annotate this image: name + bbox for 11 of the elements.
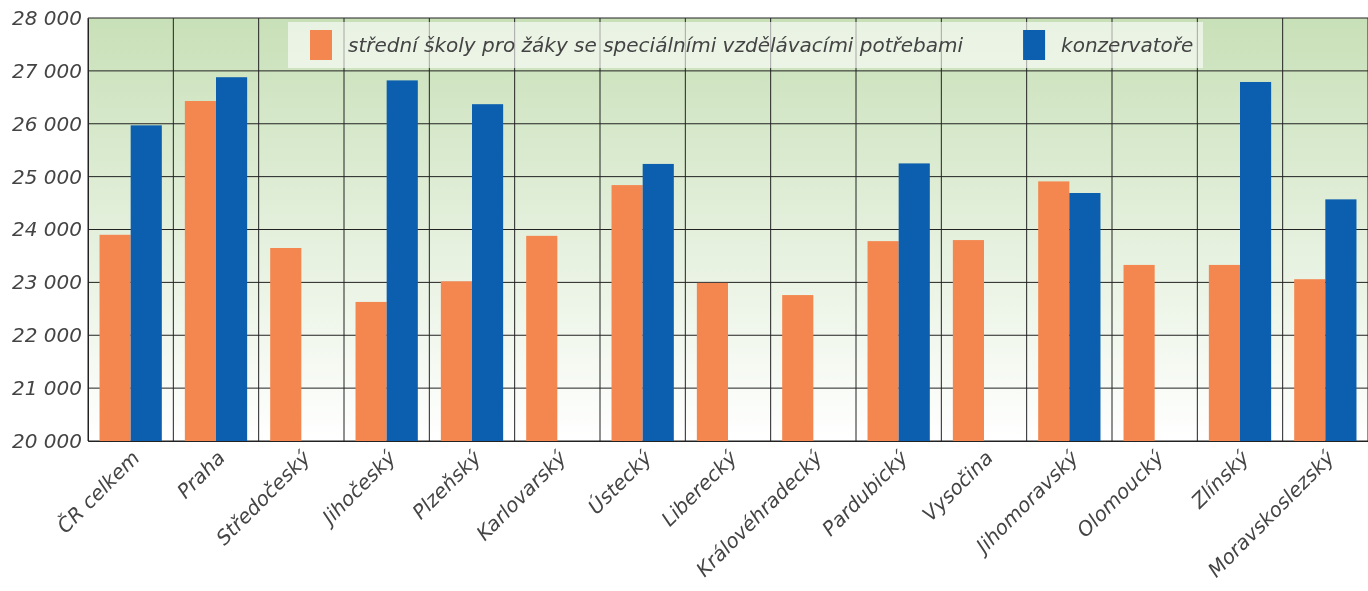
- legend-label: střední školy pro žáky se speciálními vzdělávacími potřebami: [348, 33, 964, 57]
- y-tick-label: 21 000: [12, 376, 82, 401]
- y-tick-label: 28 000: [12, 5, 82, 30]
- y-tick-label: 22 000: [12, 323, 82, 348]
- y-tick-label: 24 000: [12, 217, 82, 242]
- y-tick-label: 23 000: [12, 270, 82, 295]
- y-tick-label: 25 000: [12, 164, 82, 189]
- legend-label: konzervatoře: [1061, 33, 1194, 57]
- y-tick-label: 20 000: [12, 428, 82, 453]
- y-tick-label: 27 000: [12, 58, 82, 83]
- y-tick-label: 26 000: [12, 111, 82, 136]
